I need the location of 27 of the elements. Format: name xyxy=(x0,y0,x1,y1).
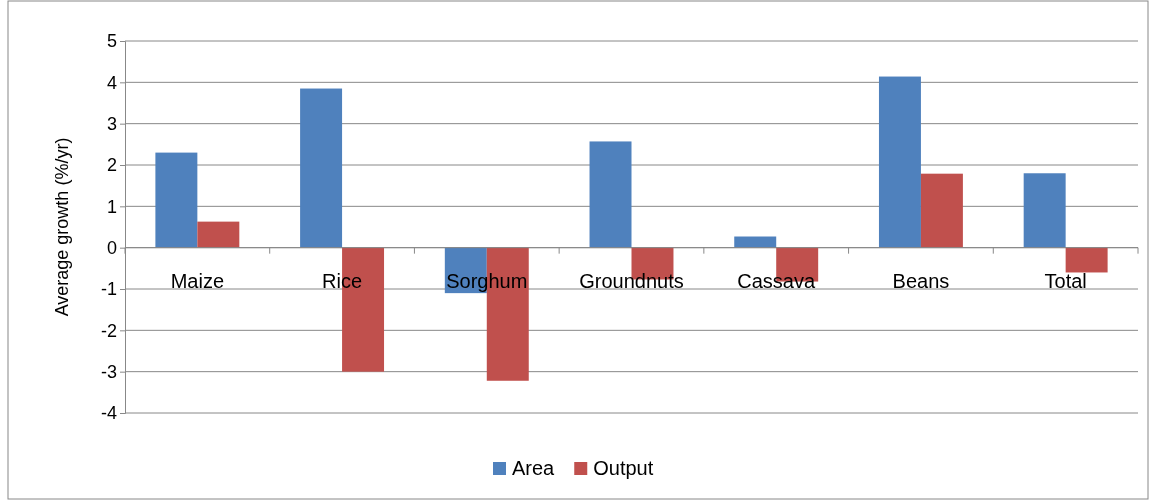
bar xyxy=(878,76,921,248)
legend-label: Area xyxy=(512,457,556,479)
y-tick-label: -4 xyxy=(100,403,117,424)
y-tick-label: 0 xyxy=(106,237,117,258)
y-tick-label: -3 xyxy=(100,361,117,382)
bar xyxy=(1065,247,1108,273)
x-tick-label: Cassava xyxy=(737,269,816,292)
y-tick-label: 5 xyxy=(106,31,117,52)
bar xyxy=(155,152,198,248)
x-tick-label: Beans xyxy=(892,269,950,292)
x-tick-label: Total xyxy=(1044,269,1087,292)
y-axis-title: Average growth (%/yr) xyxy=(52,137,72,317)
x-tick-label: Maize xyxy=(170,269,225,292)
x-tick-label: Groundnuts xyxy=(579,269,684,292)
bar xyxy=(300,88,343,248)
y-tick-label: 3 xyxy=(106,113,117,134)
y-tick-label: 4 xyxy=(106,72,117,93)
y-tick-label: -2 xyxy=(100,320,117,341)
y-tick-label: 2 xyxy=(106,155,117,176)
bar xyxy=(589,141,632,248)
bar xyxy=(920,173,963,248)
bar xyxy=(197,221,240,248)
y-tick-label: -1 xyxy=(100,279,117,300)
legend-label: Output xyxy=(593,457,654,479)
y-tick-label: 1 xyxy=(106,196,117,217)
bar xyxy=(1023,173,1066,248)
bar xyxy=(734,236,777,248)
